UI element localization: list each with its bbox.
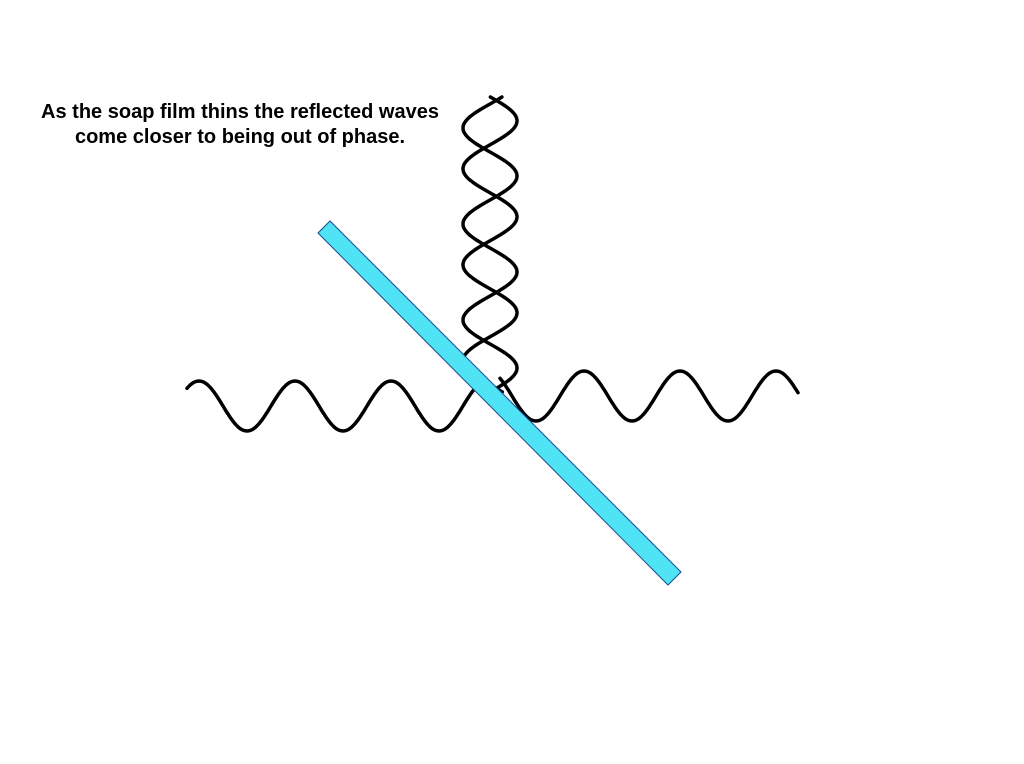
caption-text: As the soap film thins the reflected wav… [41,101,439,148]
incident-wave [185,379,487,433]
reflected-wave-back-surface [461,95,519,394]
transmitted-wave [498,369,800,423]
soap-film [317,220,682,586]
